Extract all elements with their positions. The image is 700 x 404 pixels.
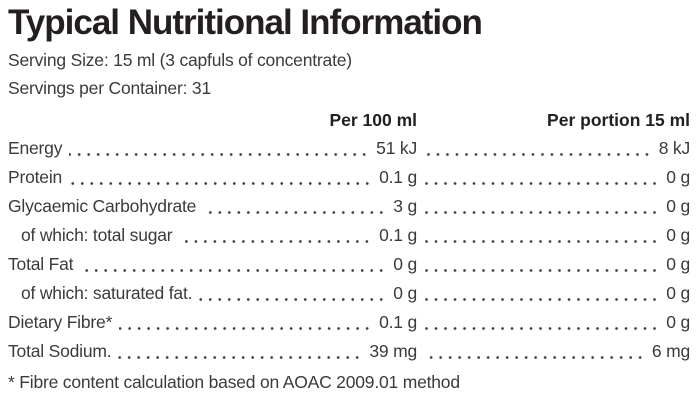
serving-info: Serving Size: 15 ml (3 capfuls of concen… [8, 46, 690, 102]
row-value-per-100ml: 51 kJ [376, 138, 417, 158]
row-label: Energy [8, 138, 63, 158]
dot-leader [424, 240, 660, 243]
table-row: Energy 51 kJ 8 kJ [8, 134, 690, 163]
serving-size-line: Serving Size: 15 ml (3 capfuls of concen… [8, 50, 352, 70]
nutrition-rows: Energy 51 kJ 8 kJ Protein 0.1 g 0 g Glyc… [8, 134, 690, 366]
row-label: Glycaemic Carbohydrate [8, 196, 197, 216]
dot-leader [424, 153, 652, 156]
dot-leader [80, 269, 387, 272]
row-value-per-portion: 8 kJ [658, 138, 690, 158]
dot-leader [118, 356, 363, 359]
row-label: Total Sodium. [8, 341, 112, 361]
table-row: Total Fat 0 g 0 g [8, 250, 690, 279]
table-row: Glycaemic Carbohydrate 3 g 0 g [8, 192, 690, 221]
column-header-per-portion: Per portion 15 ml [547, 110, 690, 130]
dot-leader [69, 153, 370, 156]
row-value-per-portion: 0 g [666, 225, 690, 245]
row-value-per-portion: 0 g [666, 196, 690, 216]
row-value-per-100ml: 0 g [393, 283, 417, 303]
table-row: of which: saturated fat. 0 g 0 g [8, 279, 690, 308]
row-value-per-100ml: 0.1 g [379, 225, 417, 245]
row-value-per-100ml: 0 g [393, 254, 417, 274]
table-row: Dietary Fibre* 0.1 g 0 g [8, 308, 690, 337]
row-label: of which: saturated fat. [21, 283, 193, 303]
dot-leader [203, 211, 387, 214]
table-row: Protein 0.1 g 0 g [8, 163, 690, 192]
column-header-per-100ml: Per 100 ml [329, 110, 417, 130]
dot-leader [424, 356, 645, 359]
table-row: Total Sodium. 39 mg 6 mg [8, 337, 690, 366]
dot-leader [424, 269, 660, 272]
row-value-per-portion: 0 g [666, 167, 690, 187]
row-label: Protein [8, 167, 63, 187]
row-value-per-100ml: 0.1 g [379, 167, 417, 187]
dot-leader [69, 182, 373, 185]
row-label: Dietary Fibre* [8, 312, 113, 332]
footnote: * Fibre content calculation based on AOA… [8, 372, 460, 392]
dot-leader [424, 182, 660, 185]
nutrition-table: Per 100 ml Per portion 15 ml Energy 51 k… [8, 106, 690, 366]
row-label: Total Fat [8, 254, 74, 274]
row-value-per-portion: 6 mg [651, 341, 690, 361]
servings-per-container-line: Servings per Container: 31 [8, 78, 211, 98]
row-value-per-portion: 0 g [666, 283, 690, 303]
table-header-row: Per 100 ml Per portion 15 ml [8, 106, 690, 134]
row-value-per-100ml: 3 g [393, 196, 417, 216]
dot-leader [424, 211, 660, 214]
dot-leader [119, 327, 373, 330]
row-value-per-100ml: 39 mg [369, 341, 417, 361]
row-label: of which: total sugar [21, 225, 173, 245]
row-value-per-100ml: 0.1 g [379, 312, 417, 332]
dot-leader [424, 327, 660, 330]
table-row: of which: total sugar 0.1 g 0 g [8, 221, 690, 250]
page-title: Typical Nutritional Information [8, 3, 483, 42]
dot-leader [199, 298, 387, 301]
row-value-per-portion: 0 g [666, 254, 690, 274]
dot-leader [179, 240, 373, 243]
row-value-per-portion: 0 g [666, 312, 690, 332]
dot-leader [424, 298, 660, 301]
